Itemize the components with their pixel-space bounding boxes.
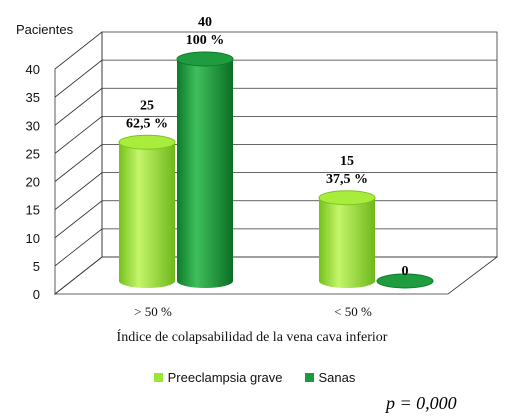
- y-tick-label: 25: [26, 146, 40, 161]
- y-axis-title: Pacientes: [16, 22, 74, 37]
- legend-label-preeclampsia: Preeclampsia grave: [167, 370, 283, 385]
- y-tick-label: 30: [26, 118, 40, 133]
- data-labels: 25 62,5 % 40 100 % 15 37,5 % 0: [126, 15, 409, 279]
- bar-body-0-1: [319, 197, 375, 288]
- bar-top-1-1: [376, 273, 434, 289]
- x-axis-title: Índice de colapsabilidad de la vena cava…: [117, 328, 388, 345]
- x-tick-labels: > 50 % < 50 %: [134, 304, 372, 319]
- floor: [53, 256, 499, 295]
- data-label-value: 40: [198, 15, 212, 30]
- gridline-side: [54, 116, 103, 154]
- x-tick-label: < 50 %: [334, 304, 372, 319]
- data-label-percent: 100 %: [186, 33, 225, 48]
- gridline-side: [54, 59, 103, 98]
- y-tick-label: 5: [33, 259, 40, 274]
- y-tick-label: 20: [26, 175, 40, 190]
- data-label-value: 0: [402, 264, 409, 279]
- legend-swatch-sanas: [304, 373, 314, 382]
- legend-item-preeclampsia: Preeclampsia grave: [153, 370, 283, 385]
- y-tick-label: 10: [26, 231, 40, 246]
- data-label-percent: 62,5 %: [126, 116, 168, 131]
- gridline-side: [54, 228, 103, 267]
- bar-top-0-1: [318, 190, 376, 206]
- gridline-side: [54, 172, 103, 210]
- data-label-percent: 37,5 %: [326, 172, 368, 187]
- chart-canvas: 0 5 10 15 20 25 30 35 40 25 62,5 % 40 100 % 15 37,5 %…: [16, 15, 499, 345]
- gridline-side: [54, 200, 103, 239]
- y-tick-label: 35: [26, 90, 40, 105]
- plot-walls: [53, 31, 499, 295]
- y-tick-label: 0: [33, 287, 40, 302]
- y-tick-labels: 0 5 10 15 20 25 30 35 40: [26, 62, 40, 302]
- gridline-side: [54, 87, 103, 126]
- bar-body-0-0: [119, 142, 175, 288]
- legend-label-sanas: Sanas: [318, 370, 356, 385]
- y-tick-label: 40: [26, 62, 40, 77]
- data-label-value: 15: [340, 154, 354, 169]
- legend-item-sanas: Sanas: [304, 370, 356, 385]
- legend: Preeclampsia grave Sanas: [0, 370, 509, 385]
- data-label-value: 25: [140, 98, 154, 113]
- bar-top-1-0: [176, 51, 234, 67]
- bar-body-1-0: [177, 59, 233, 288]
- legend-swatch-preeclampsia: [153, 373, 163, 382]
- x-tick-label: > 50 %: [134, 304, 172, 319]
- y-tick-label: 15: [26, 203, 40, 218]
- gridline-side: [54, 144, 103, 182]
- bars: [118, 51, 434, 289]
- bar-top-0-0: [118, 134, 176, 150]
- p-value-annotation: p = 0,000: [386, 393, 457, 413]
